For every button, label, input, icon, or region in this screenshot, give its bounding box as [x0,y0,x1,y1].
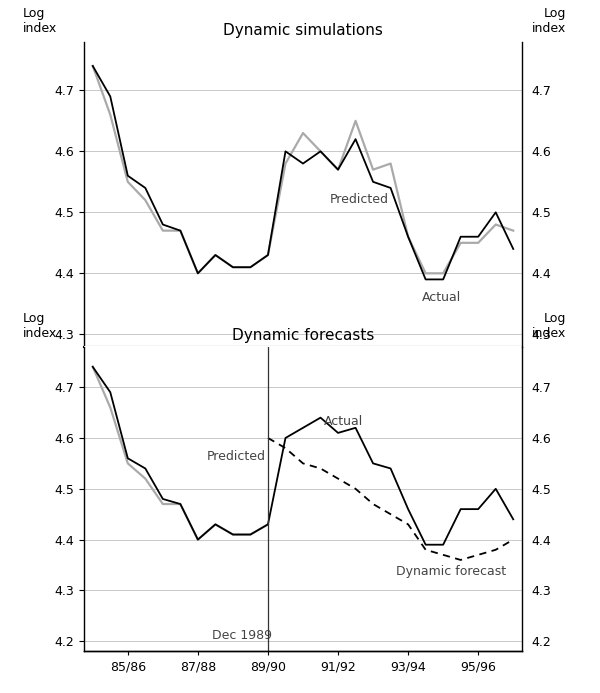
Title: Dynamic forecasts: Dynamic forecasts [232,328,374,342]
Text: Log
index: Log index [23,313,57,340]
Text: Dynamic forecast: Dynamic forecast [396,565,506,578]
Text: Log
index: Log index [23,8,57,35]
Text: Log
index: Log index [532,313,566,340]
Text: Predicted: Predicted [206,450,266,463]
Text: Log
index: Log index [532,8,566,35]
Text: Dec 1989: Dec 1989 [212,629,272,642]
Text: Actual: Actual [422,291,461,304]
Title: Dynamic simulations: Dynamic simulations [223,23,383,37]
Text: Actual: Actual [324,415,363,428]
Text: Predicted: Predicted [329,193,388,206]
